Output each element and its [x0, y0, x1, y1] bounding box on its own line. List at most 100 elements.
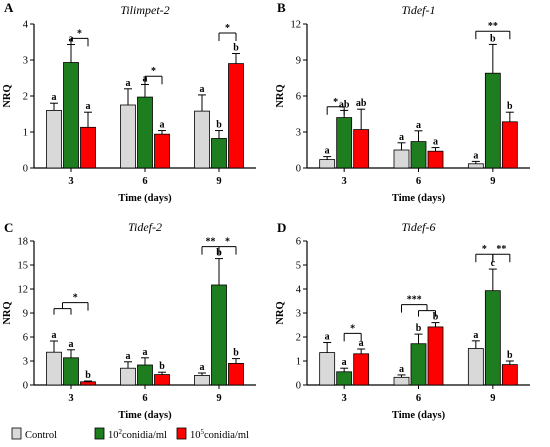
y-tick-label: 5	[296, 261, 301, 272]
significance-letter: a	[473, 330, 478, 341]
legend: Control 102conidia/ml 105conidia/ml	[11, 427, 249, 441]
significance-bracket: **	[492, 244, 511, 263]
significance-letter: a	[200, 362, 205, 373]
significance-letter: a	[126, 351, 131, 362]
bar	[80, 381, 96, 386]
significance-letter: a	[325, 146, 330, 157]
x-axis-label: Time (days)	[118, 193, 172, 204]
significance-letter: a	[342, 357, 347, 368]
bar	[194, 110, 210, 169]
significance-letter: ab	[356, 98, 367, 109]
x-tick-label: 6	[416, 393, 421, 404]
significance-letter: a	[325, 332, 330, 343]
significance-stars: **	[206, 237, 216, 248]
significance-letter: a	[416, 120, 421, 131]
y-tick-label: 3	[296, 128, 301, 139]
significance-letter: b	[507, 101, 513, 112]
significance-bracket: *	[218, 237, 237, 255]
y-tick-label: 0	[296, 164, 301, 175]
bar	[319, 159, 336, 169]
panel-title: Tidef-6	[401, 220, 435, 234]
significance-letter: a	[399, 364, 404, 375]
bar	[80, 126, 96, 169]
bar	[194, 374, 210, 386]
panel-letter: A	[4, 0, 14, 15]
y-tick-label: 3	[23, 357, 28, 368]
significance-bracket: *	[144, 66, 163, 85]
significance-bracket: *	[218, 23, 237, 41]
panel-letter: D	[277, 220, 286, 235]
panel-letter: C	[4, 220, 13, 235]
significance-stars: *	[350, 323, 355, 334]
y-tick-label: 4	[296, 285, 302, 296]
significance-letter: b	[233, 348, 239, 359]
bar	[154, 133, 170, 169]
significance-stars: *	[77, 28, 82, 39]
bar	[154, 374, 170, 386]
bar	[410, 343, 427, 386]
y-tick-label: 12	[291, 20, 302, 31]
legend-swatch	[11, 427, 22, 440]
bar	[484, 72, 501, 169]
legend-label: Control	[25, 430, 57, 441]
panel-title: Tidef-1	[401, 3, 435, 17]
panel-title: Tilimpet-2	[120, 3, 169, 17]
significance-letter: b	[490, 33, 496, 44]
y-axis-label: NRQ	[2, 84, 13, 107]
significance-letter: a	[433, 137, 438, 148]
bar	[353, 353, 370, 386]
y-tick-label: 4	[23, 20, 29, 31]
bar	[228, 362, 244, 386]
significance-letter: b	[159, 361, 165, 372]
significance-letter: c	[491, 258, 496, 269]
bar	[228, 63, 244, 169]
significance-letter: ab	[339, 99, 350, 110]
bar	[63, 357, 79, 386]
significance-letter: a	[126, 78, 131, 89]
y-tick-label: 2	[23, 92, 28, 103]
legend-swatch	[94, 427, 105, 440]
significance-letter: a	[160, 120, 165, 131]
x-tick-label: 3	[342, 176, 347, 187]
significance-bracket: *	[53, 293, 89, 315]
x-axis-label: Time (days)	[392, 193, 446, 204]
x-tick-label: 9	[490, 393, 495, 404]
significance-stars: *	[225, 23, 230, 34]
y-tick-label: 0	[296, 381, 301, 392]
legend-swatch	[176, 427, 187, 440]
significance-bracket: *	[343, 323, 362, 342]
y-tick-label: 0	[23, 381, 28, 392]
significance-bracket: ***	[401, 295, 436, 317]
x-tick-label: 3	[342, 393, 347, 404]
bar	[427, 326, 444, 386]
bar	[63, 62, 79, 169]
bar	[120, 367, 136, 386]
legend-label: 105conidia/ml	[190, 428, 249, 441]
x-tick-label: 9	[490, 176, 495, 187]
bar	[211, 138, 227, 169]
x-axis-label: Time (days)	[392, 410, 446, 421]
significance-letter: a	[86, 101, 91, 112]
significance-stars: *	[482, 244, 487, 255]
significance-letter: b	[85, 370, 91, 381]
y-tick-label: 9	[296, 56, 301, 67]
bar	[46, 351, 62, 386]
significance-letter: b	[507, 350, 513, 361]
bar	[46, 110, 62, 169]
y-tick-label: 1	[296, 357, 301, 368]
bar	[393, 376, 410, 386]
bar	[120, 104, 136, 169]
y-tick-label: 9	[23, 309, 28, 320]
bar	[336, 371, 353, 386]
significance-letter: a	[359, 338, 364, 349]
panel-letter: B	[277, 0, 286, 15]
significance-stars: **	[496, 244, 506, 255]
significance-letter: a	[69, 339, 74, 350]
y-tick-label: 6	[23, 333, 28, 344]
legend-item: 105conidia/ml	[176, 427, 249, 441]
significance-letter: a	[399, 132, 404, 143]
significance-stars: ***	[407, 295, 422, 306]
bar	[467, 348, 484, 386]
